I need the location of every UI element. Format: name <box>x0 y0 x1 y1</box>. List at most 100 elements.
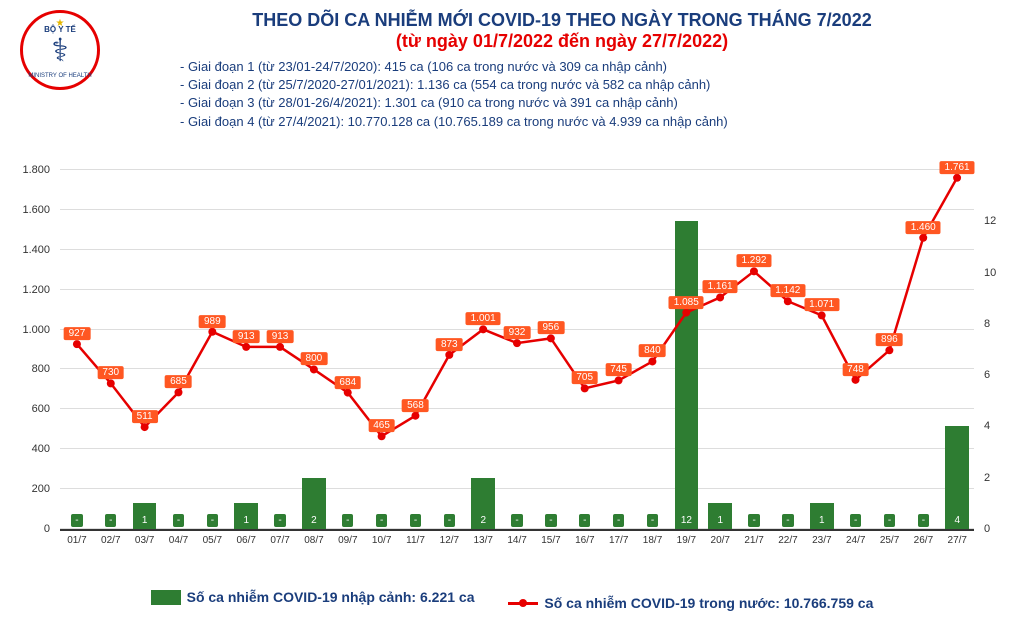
y-tick-right: 6 <box>984 369 990 381</box>
x-tick: 12/7 <box>432 531 466 559</box>
logo-text-top: BỘ Y TẾ <box>44 25 76 34</box>
chart-area: 02004006008001.0001.2001.4001.6001.800 0… <box>60 170 974 559</box>
x-tick: 20/7 <box>703 531 737 559</box>
bar-column: 12 <box>669 170 703 529</box>
bar-series: --1--1-2----2-----121--1---4 <box>60 170 974 529</box>
phase-line: - Giai đoạn 1 (từ 23/01-24/7/2020): 415 … <box>120 58 1004 76</box>
y-tick-left: 1.000 <box>22 324 50 336</box>
bar-column: 4 <box>940 170 974 529</box>
line-value-label: 1.001 <box>466 312 501 325</box>
x-tick: 26/7 <box>906 531 940 559</box>
x-tick: 08/7 <box>297 531 331 559</box>
line-value-label: 932 <box>504 326 531 339</box>
bar-column: - <box>839 170 873 529</box>
y-tick-left: 800 <box>32 363 50 375</box>
legend-line-label: Số ca nhiễm COVID-19 trong nước: 10.766.… <box>544 595 873 611</box>
bar-column: 1 <box>703 170 737 529</box>
line-value-label: 1.292 <box>736 254 771 267</box>
line-value-label: 1.761 <box>940 161 975 174</box>
plot-area: --1--1-2----2-----121--1---4 92773051168… <box>60 170 974 529</box>
line-value-label: 896 <box>876 333 903 346</box>
x-tick: 03/7 <box>128 531 162 559</box>
y-tick-left: 1.200 <box>22 284 50 296</box>
bar-value-label: - <box>782 514 793 527</box>
bar-value-label: - <box>579 514 590 527</box>
bar-column: 1 <box>805 170 839 529</box>
line-value-label: 745 <box>605 364 632 377</box>
title-block: THEO DÕI CA NHIỄM MỚI COVID-19 THEO NGÀY… <box>120 10 1004 131</box>
bar <box>675 221 699 529</box>
x-tick: 22/7 <box>771 531 805 559</box>
bar-value-label: - <box>613 514 624 527</box>
bar-value-label: - <box>748 514 759 527</box>
y-tick-left: 1.600 <box>22 204 50 216</box>
legend: Số ca nhiễm COVID-19 nhập cảnh: 6.221 ca… <box>0 589 1024 611</box>
line-value-label: 1.071 <box>804 298 839 311</box>
x-tick: 02/7 <box>94 531 128 559</box>
bar-column: - <box>602 170 636 529</box>
legend-bar-label: Số ca nhiễm COVID-19 nhập cảnh: 6.221 ca <box>187 589 475 605</box>
y-tick-right: 2 <box>984 472 990 484</box>
y-axis-left: 02004006008001.0001.2001.4001.6001.800 <box>10 170 55 529</box>
bar-value-label: - <box>884 514 895 527</box>
x-tick: 19/7 <box>669 531 703 559</box>
phase-line: - Giai đoạn 3 (từ 28/01-26/4/2021): 1.30… <box>120 94 1004 112</box>
line-value-label: 748 <box>842 363 869 376</box>
line-value-label: 684 <box>334 376 361 389</box>
bar-column: - <box>534 170 568 529</box>
line-value-label: 1.161 <box>703 281 738 294</box>
y-tick-left: 600 <box>32 403 50 415</box>
bar-value-label: - <box>274 514 285 527</box>
x-tick: 09/7 <box>331 531 365 559</box>
bar-value-label: - <box>647 514 658 527</box>
x-tick: 16/7 <box>568 531 602 559</box>
bar-value-label: - <box>410 514 421 527</box>
line-value-label: 913 <box>267 330 294 343</box>
bar-column: - <box>365 170 399 529</box>
bar-column: - <box>737 170 771 529</box>
bar-column: - <box>263 170 297 529</box>
bar-column: - <box>771 170 805 529</box>
bar-value-label: - <box>918 514 929 527</box>
line-value-label: 1.142 <box>770 284 805 297</box>
bar-value-label: 12 <box>677 514 696 527</box>
y-tick-right: 12 <box>984 215 996 227</box>
line-value-label: 956 <box>538 321 565 334</box>
y-tick-left: 400 <box>32 443 50 455</box>
line-value-label: 730 <box>97 366 124 379</box>
bar-column: - <box>60 170 94 529</box>
x-tick: 01/7 <box>60 531 94 559</box>
bar-column: - <box>500 170 534 529</box>
bar-column: - <box>399 170 433 529</box>
bar-column: - <box>195 170 229 529</box>
line-value-label: 705 <box>571 371 598 384</box>
bar-column: - <box>94 170 128 529</box>
caduceus-icon: ⚕ <box>51 31 68 69</box>
bar-value-label: - <box>376 514 387 527</box>
logo-text-bottom: MINISTRY OF HEALTH <box>28 73 91 79</box>
y-tick-right: 10 <box>984 267 996 279</box>
bar-column: - <box>162 170 196 529</box>
legend-bar: Số ca nhiễm COVID-19 nhập cảnh: 6.221 ca <box>151 589 475 605</box>
line-value-label: 511 <box>132 410 158 423</box>
x-tick: 21/7 <box>737 531 771 559</box>
bar-value-label: - <box>71 514 82 527</box>
phase-notes: - Giai đoạn 1 (từ 23/01-24/7/2020): 415 … <box>120 58 1004 131</box>
header: ★ BỘ Y TẾ ⚕ MINISTRY OF HEALTH THEO DÕI … <box>0 0 1024 136</box>
line-value-label: 840 <box>639 345 666 358</box>
bar-value-label: - <box>511 514 522 527</box>
line-value-label: 873 <box>436 338 463 351</box>
bar-value-label: 2 <box>476 514 490 527</box>
bar-value-label: - <box>545 514 556 527</box>
bar-column: 1 <box>128 170 162 529</box>
y-tick-left: 1.800 <box>22 164 50 176</box>
bar-value-label: 1 <box>138 514 152 527</box>
y-axis-right: 024681012 <box>979 170 1019 529</box>
x-tick: 18/7 <box>636 531 670 559</box>
y-tick-left: 200 <box>32 483 50 495</box>
line-value-label: 685 <box>165 375 192 388</box>
x-tick: 10/7 <box>365 531 399 559</box>
line-value-label: 913 <box>233 330 260 343</box>
bar-column: 1 <box>229 170 263 529</box>
x-tick: 05/7 <box>195 531 229 559</box>
